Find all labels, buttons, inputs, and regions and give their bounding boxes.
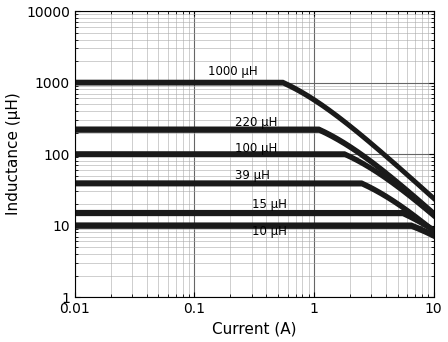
Text: 39 μH: 39 μH [235,169,270,182]
Y-axis label: Inductance (μH): Inductance (μH) [5,93,21,215]
Text: 10 μH: 10 μH [251,225,286,238]
Text: 1000 μH: 1000 μH [208,65,258,78]
X-axis label: Current (A): Current (A) [212,321,297,337]
Text: 220 μH: 220 μH [235,116,278,129]
Text: 15 μH: 15 μH [251,198,286,211]
Text: 100 μH: 100 μH [235,142,278,155]
